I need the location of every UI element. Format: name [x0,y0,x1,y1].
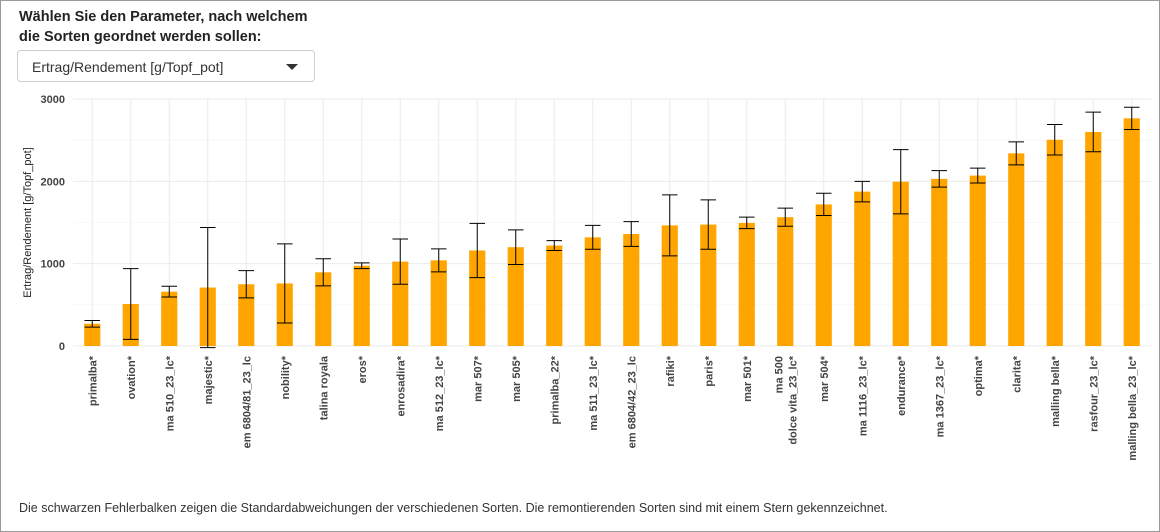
x-tick-label: clarita* [1011,355,1023,392]
caret-down-icon [286,64,298,70]
y-tick-label: 1000 [41,259,65,271]
yield-bar-chart: 0 1000 2000 3000 Ertrag/Rendement [g/Topf_po… [22,94,1151,461]
x-tick-label: optima* [973,355,985,396]
x-tick-label: primalba* [87,355,99,406]
y-tick-label: 0 [59,341,65,353]
x-tick-label: ma 1116_23_lc* [857,355,869,436]
prompt-line-2: die Sorten geordnet werden sollen: [19,29,262,45]
bar [430,260,447,346]
bar [546,245,563,346]
bar [969,175,986,346]
bar [1085,131,1102,346]
x-tick-label: ovation* [126,355,138,399]
y-tick-label: 2000 [41,176,65,188]
x-tick-label: eros* [357,355,369,383]
bar [700,224,717,346]
prompt-line-1: Wählen Sie den Parameter, nach welchem [19,9,308,25]
x-tick-label: malling bella* [1050,355,1062,427]
bar [84,323,101,346]
x-tick-label: mar 504* [819,355,831,402]
chart-caption: Die schwarzen Fehlerbalken zeigen die St… [19,501,888,515]
x-tick-label: paris* [703,355,715,386]
bar [161,291,178,346]
x-tick-label: endurance* [896,355,908,416]
bar [469,250,486,346]
bar [1046,139,1063,346]
bar [315,272,332,346]
bar [892,181,909,346]
bar [1123,118,1140,347]
x-tick-label: em 6804/81_23_lc [241,356,253,448]
bar [738,222,755,346]
bar [507,247,524,346]
x-tick-label: mar 507* [472,355,484,402]
parameter-select[interactable]: Ertrag/Rendement [g/Topf_pot] [17,50,315,82]
bar [1008,153,1025,346]
bar [584,237,601,346]
x-tick-label: mar 501* [742,355,754,402]
parameter-select-value: Ertrag/Rendement [g/Topf_pot] [32,59,224,75]
x-tick-label: ma 511_23_lc* [588,355,600,430]
bar [854,191,871,346]
x-tick-label: rasfour_23_lc* [1088,355,1100,432]
bar [353,265,370,346]
y-tick-label: 3000 [41,94,65,106]
bar [777,217,794,346]
x-tick-label: em 6804/42_23_lc [626,356,638,448]
bar [392,261,409,346]
x-tick-label: talina royala [318,355,330,420]
x-tick-label: majestic* [203,355,215,404]
x-tick-label: ma 1367_23_lc* [934,355,946,437]
x-tick-label: mar 505* [511,355,523,402]
bar [623,234,640,346]
x-tick-label: nobility* [280,355,292,399]
x-tick-label: ma 512_23_lc* [434,355,446,431]
bar [815,204,832,346]
x-tick-label: rafiki* [665,355,677,386]
x-tick-label: enrosadira* [395,355,407,416]
x-tick-label: malling bella_23_lc* [1127,355,1139,460]
x-tick-label: ma 500 dolce vita_23_lc* [773,355,799,444]
bar [931,178,948,346]
parameter-prompt: Wählen Sie den Parameter, nach welchem d… [19,7,308,47]
y-axis-label: Ertrag/Rendement [g/Topf_pot] [22,147,34,297]
x-tick-label: ma 510_23_lc* [164,355,176,431]
x-tick-label: primalba_22* [549,355,561,424]
bar [238,284,255,346]
